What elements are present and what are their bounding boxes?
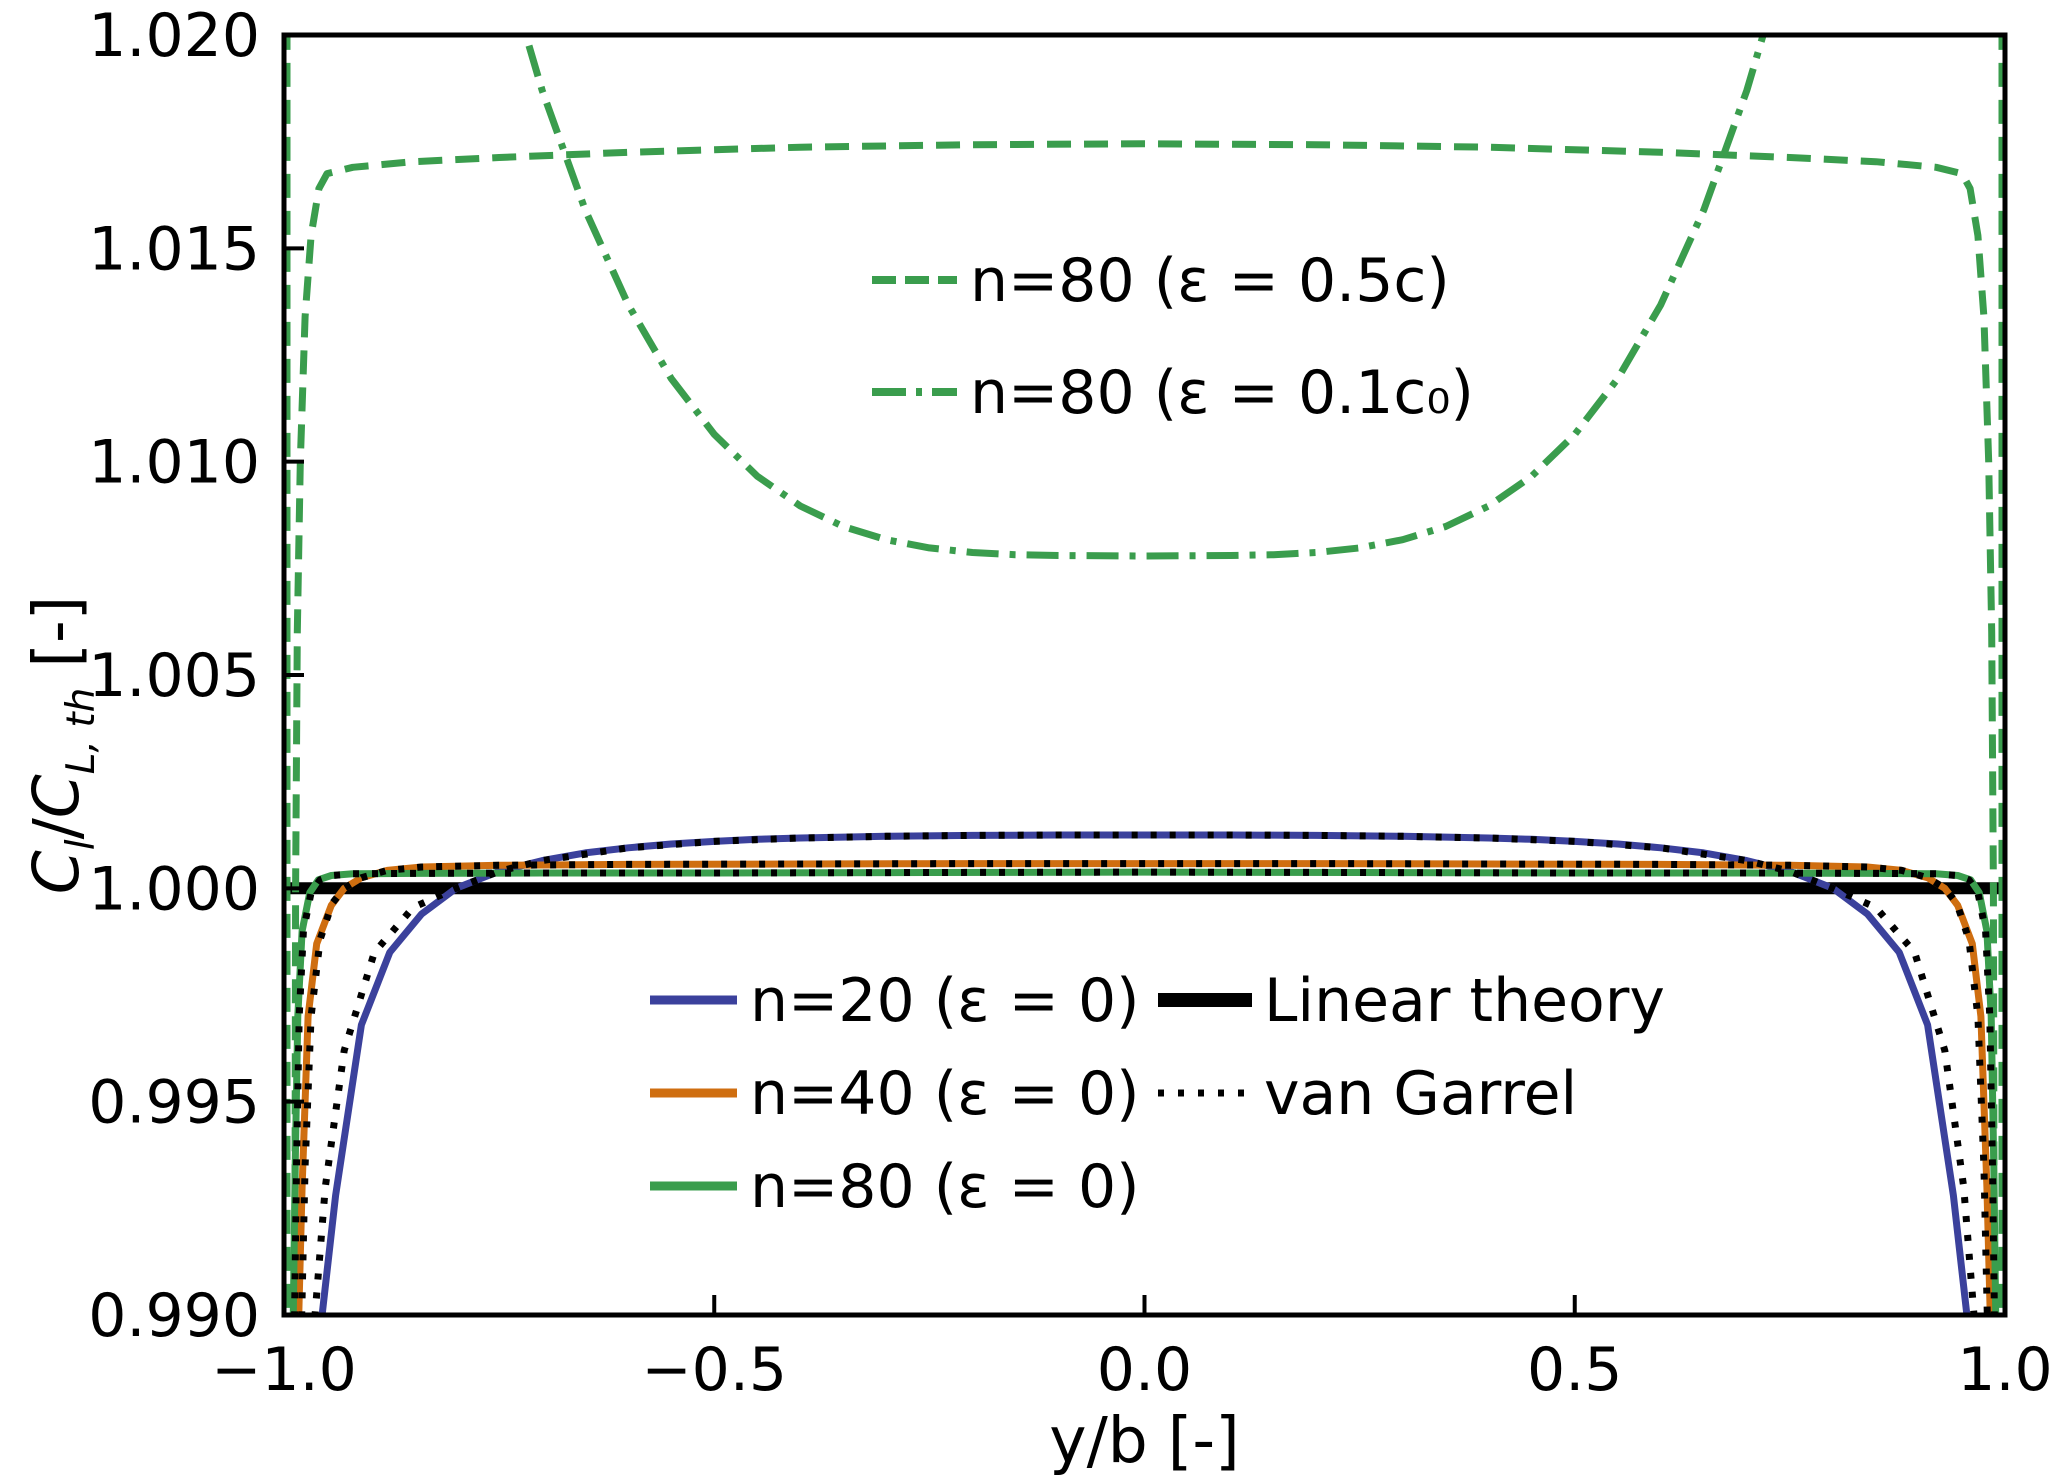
y-tick-label: 0.995 <box>88 1068 260 1138</box>
curve-van-garrel-seg2 <box>298 860 1991 1315</box>
y-axis-label-part-sub2: L, th <box>59 688 104 775</box>
y-axis-label: Cl/CL, th [-] <box>20 596 104 895</box>
curve-van-garrel-seg3 <box>291 868 1998 1315</box>
curve-n40-eps-0 <box>295 860 1994 1315</box>
curve-n80-eps-0 <box>289 868 2000 1315</box>
legend-upper-label-2: n=80 (ε = 0.1c₀) <box>970 358 1474 428</box>
x-tick-label: −1.0 <box>211 1335 357 1405</box>
axes-spines <box>281 32 2008 1318</box>
y-tick-label: 1.010 <box>88 428 260 498</box>
x-tick-label: 0.0 <box>1097 1335 1192 1405</box>
curve-van-garrel-seg1 <box>311 831 1978 1315</box>
y-tick-label: 1.005 <box>88 641 260 711</box>
legend-lower-left-label-2: n=40 (ε = 0) <box>750 1059 1140 1129</box>
y-tick-label: 1.000 <box>88 854 260 924</box>
curve-n80-eps-01c0 <box>522 35 1767 560</box>
x-tick-label: 1.0 <box>1957 1335 2052 1405</box>
y-tick-label: 1.020 <box>88 1 260 71</box>
y-axis-label-part-units: [-] <box>20 596 93 688</box>
y-tick-label: 0.990 <box>88 1281 260 1351</box>
curve-n20-eps-0 <box>318 831 1971 1315</box>
legend-upper-label-1: n=80 (ε = 0.5c) <box>970 246 1450 316</box>
legend-lower-right-label-1: Linear theory <box>1264 966 1665 1036</box>
curves-group <box>284 35 2005 1315</box>
y-tick-label: 1.015 <box>88 214 260 284</box>
legend-lower-left-label-3: n=80 (ε = 0) <box>750 1152 1140 1222</box>
y-axis-label-part-sym2: C <box>20 774 93 818</box>
legend-lower-left-label-1: n=20 (ε = 0) <box>750 966 1140 1036</box>
x-tick-label: 0.5 <box>1527 1335 1622 1405</box>
legend-lower-right-label-2: van Garrel <box>1264 1059 1577 1129</box>
x-tick-label: −0.5 <box>641 1335 787 1405</box>
x-axis-label: y/b [-] <box>1049 1404 1239 1477</box>
y-axis-label-part-sym1: C <box>20 850 93 894</box>
y-axis-label-part-sub1: l <box>59 839 104 850</box>
curve-n80-eps-05c-seg1 <box>291 140 1998 1315</box>
y-axis-label-part-slash: / <box>20 817 93 839</box>
